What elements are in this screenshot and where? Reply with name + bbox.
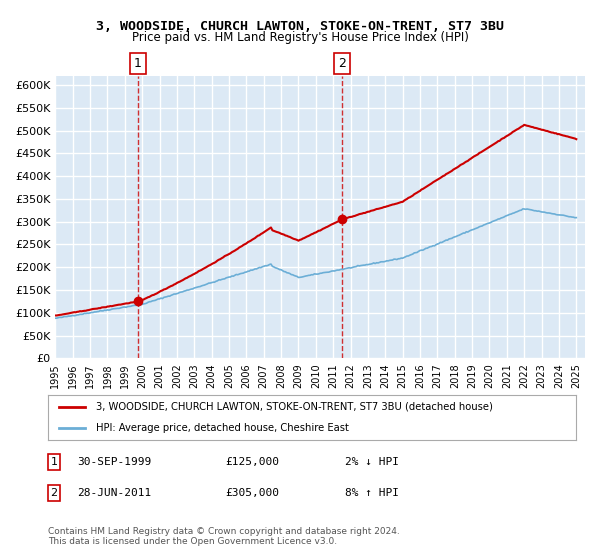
Text: £305,000: £305,000 [225, 488, 279, 498]
Text: HPI: Average price, detached house, Cheshire East: HPI: Average price, detached house, Ches… [95, 422, 349, 432]
Text: Price paid vs. HM Land Registry's House Price Index (HPI): Price paid vs. HM Land Registry's House … [131, 31, 469, 44]
Text: 2% ↓ HPI: 2% ↓ HPI [345, 457, 399, 467]
Text: 3, WOODSIDE, CHURCH LAWTON, STOKE-ON-TRENT, ST7 3BU (detached house): 3, WOODSIDE, CHURCH LAWTON, STOKE-ON-TRE… [95, 402, 493, 412]
Text: Contains HM Land Registry data © Crown copyright and database right 2024.
This d: Contains HM Land Registry data © Crown c… [48, 526, 400, 546]
Text: £125,000: £125,000 [225, 457, 279, 467]
Text: 30-SEP-1999: 30-SEP-1999 [77, 457, 151, 467]
Text: 1: 1 [50, 457, 58, 467]
Text: 1: 1 [134, 57, 142, 70]
Text: 2: 2 [338, 57, 346, 70]
Text: 3, WOODSIDE, CHURCH LAWTON, STOKE-ON-TRENT, ST7 3BU: 3, WOODSIDE, CHURCH LAWTON, STOKE-ON-TRE… [96, 20, 504, 32]
Text: 8% ↑ HPI: 8% ↑ HPI [345, 488, 399, 498]
Text: 2: 2 [50, 488, 58, 498]
Text: 28-JUN-2011: 28-JUN-2011 [77, 488, 151, 498]
